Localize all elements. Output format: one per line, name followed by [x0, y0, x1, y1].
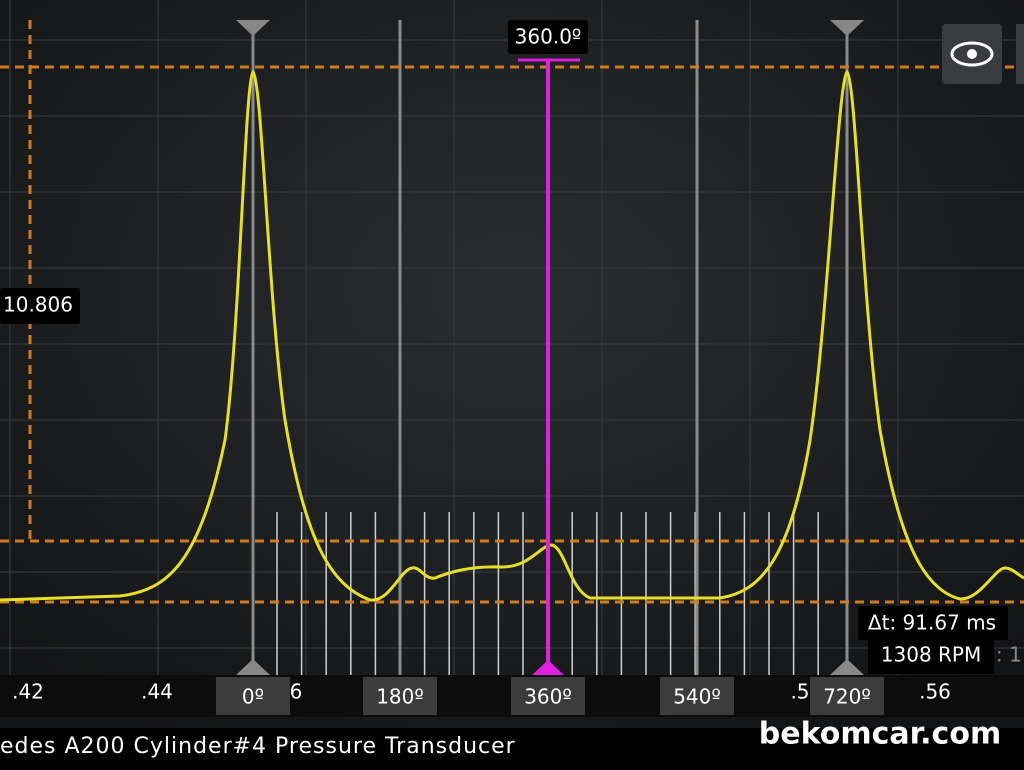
marker-handle[interactable] — [830, 659, 864, 675]
angle-label-box — [810, 677, 884, 715]
time-cursor-handle[interactable] — [530, 660, 566, 677]
angle-label-box — [216, 677, 290, 715]
delta-t: Δt: 91.67 ms — [868, 611, 996, 635]
grid — [0, 0, 1024, 675]
marker-handle[interactable] — [236, 20, 270, 36]
rpm-box — [868, 640, 994, 674]
delta-box — [858, 606, 1008, 640]
time-label: .56 — [919, 680, 951, 704]
level-cursors — [0, 20, 1024, 604]
angle-label: 180º — [376, 685, 424, 709]
angle-label: 360º — [524, 685, 572, 709]
time-label: .42 — [12, 680, 44, 704]
cursor-label-box — [508, 20, 588, 54]
marker-handle[interactable] — [236, 659, 270, 675]
footer-title: edes A200 Cylinder#4 Pressure Transducer — [0, 734, 516, 759]
marker-handle[interactable] — [830, 20, 864, 36]
marker-lines — [251, 20, 849, 675]
side-button[interactable] — [1016, 24, 1024, 84]
time-label: .5 — [790, 680, 809, 704]
partial-text: : 1 — [996, 643, 1022, 667]
angle-label: 0º — [242, 685, 264, 709]
eye-pupil — [967, 49, 977, 59]
eye-icon — [950, 41, 994, 67]
watermark: bekomcar.com — [759, 717, 1001, 752]
cursor-label: 360.0º — [515, 25, 582, 49]
axis-labels: .42 .44 6 .5 .56 0º 180º 360º 540º 720º — [12, 677, 951, 715]
pressure-trace — [0, 69, 1024, 602]
level-label: 10.806 — [3, 293, 73, 317]
time-label: .44 — [141, 680, 173, 704]
footer-bar — [0, 728, 1024, 770]
angle-label-box — [660, 677, 734, 715]
angle-label: 540º — [673, 685, 721, 709]
rpm: 1308 RPM — [881, 643, 981, 667]
time-label: 6 — [290, 680, 303, 704]
level-label-box — [0, 288, 80, 324]
angle-label-box — [363, 677, 437, 715]
angle-label-box — [511, 677, 585, 715]
angle-label: 720º — [823, 685, 871, 709]
